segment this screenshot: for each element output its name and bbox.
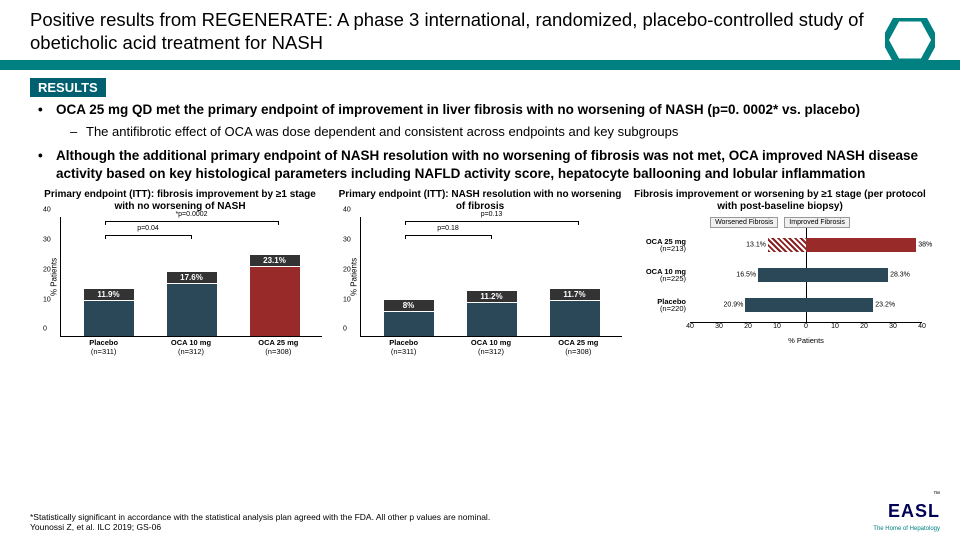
bullet-list: OCA 25 mg QD met the primary endpoint of…	[30, 101, 930, 183]
chart-3: Fibrosis improvement or worsening by ≥1 …	[634, 189, 926, 356]
sub-bullet-1: The antifibrotic effect of OCA was dose …	[70, 123, 930, 141]
bullet-2: Although the additional primary endpoint…	[38, 147, 930, 183]
bullet-1: OCA 25 mg QD met the primary endpoint of…	[38, 101, 930, 141]
easl-logo: ™ EASL The Home of Hepatology	[873, 491, 940, 532]
charts-row: Primary endpoint (ITT): fibrosis improve…	[30, 189, 930, 356]
results-label: RESULTS	[30, 78, 106, 97]
content-area: RESULTS OCA 25 mg QD met the primary end…	[0, 70, 960, 356]
slide-header: Positive results from REGENERATE: A phas…	[0, 0, 960, 70]
footnote: *Statistically significant in accordance…	[30, 512, 490, 532]
hexagon-icon	[885, 18, 935, 62]
chart-2: Primary endpoint (ITT): NASH resolution …	[334, 189, 626, 356]
chart-1: Primary endpoint (ITT): fibrosis improve…	[34, 189, 326, 356]
slide-title: Positive results from REGENERATE: A phas…	[30, 8, 930, 54]
